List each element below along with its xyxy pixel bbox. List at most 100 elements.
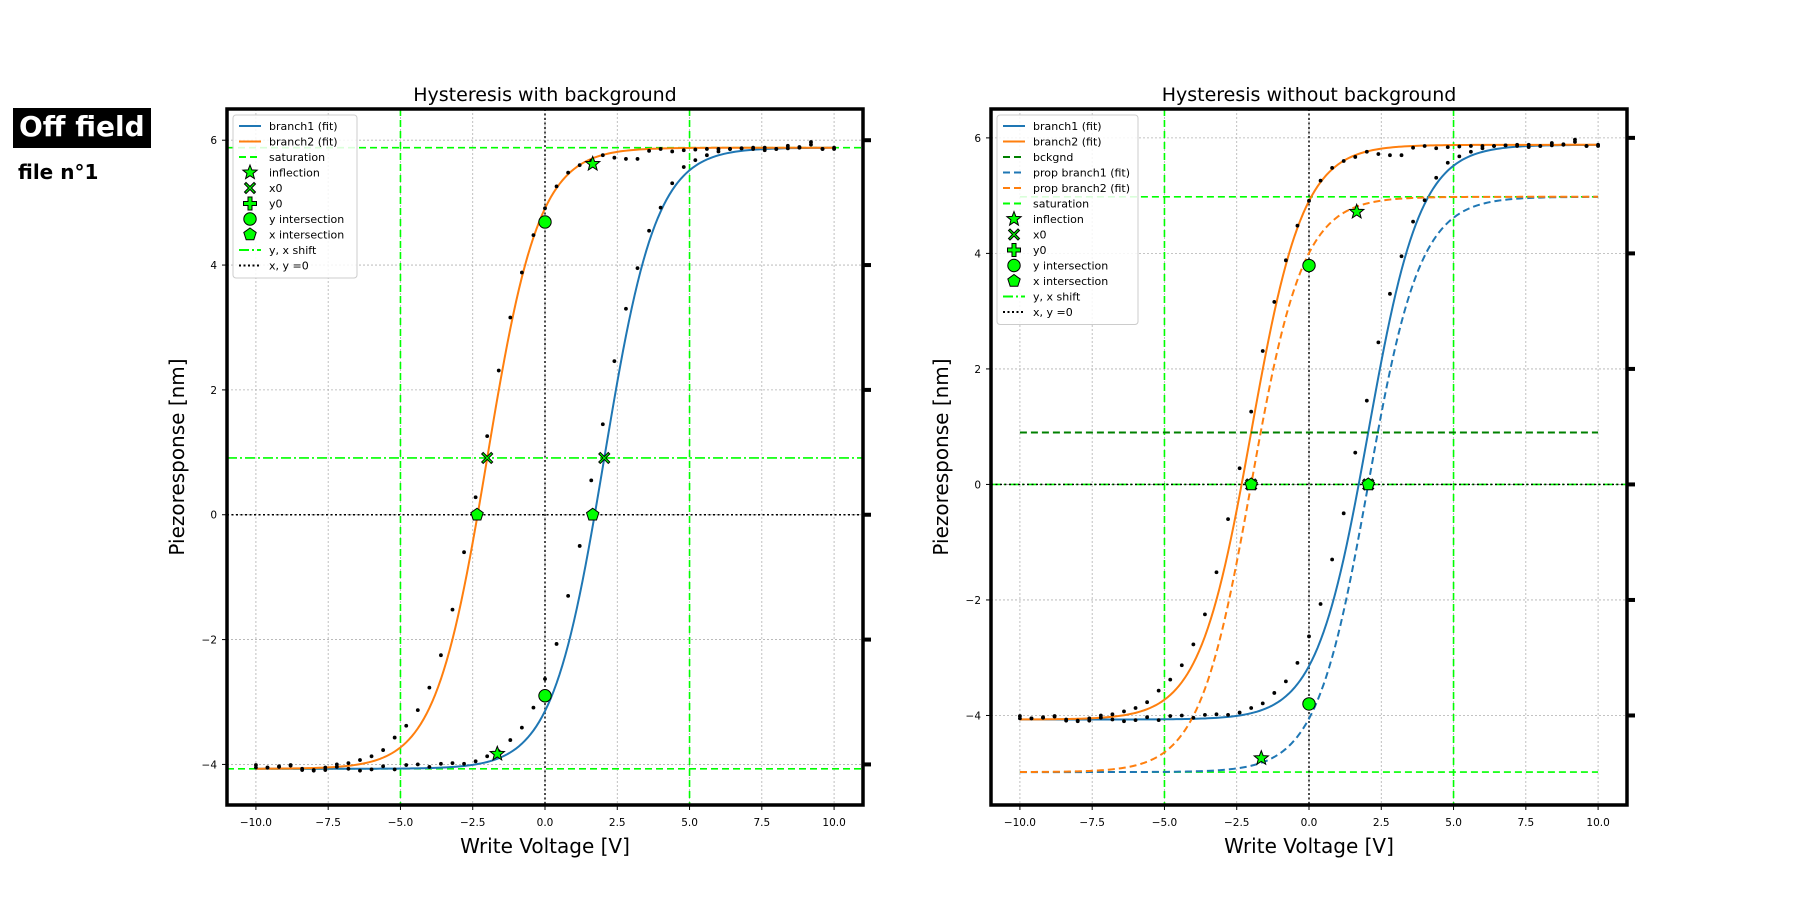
legend-label: x intersection xyxy=(1033,275,1108,288)
data-point xyxy=(647,228,651,233)
data-point xyxy=(1480,144,1485,148)
data-point xyxy=(531,705,536,710)
legend-label: y intersection xyxy=(269,213,344,226)
inflection-marker xyxy=(488,744,506,762)
y-intersection-marker xyxy=(1302,697,1316,711)
data-point xyxy=(485,434,490,438)
data-point xyxy=(1295,223,1300,228)
data-point xyxy=(1411,145,1415,150)
data-point xyxy=(1098,713,1103,718)
data-point xyxy=(427,765,432,769)
legend-label: saturation xyxy=(1033,198,1089,211)
legend-label: x, y =0 xyxy=(1033,306,1073,319)
x-tick-label: 0.0 xyxy=(1301,817,1318,829)
x-tick-label: −2.5 xyxy=(460,817,486,829)
data-point xyxy=(1133,718,1138,722)
series-branch1-fit- xyxy=(255,146,835,770)
data-point xyxy=(589,478,594,483)
data-point xyxy=(612,155,617,160)
data-point xyxy=(647,148,651,153)
data-point xyxy=(1191,642,1196,647)
data-point xyxy=(1203,712,1207,717)
data-point xyxy=(346,761,351,766)
data-point xyxy=(728,147,732,151)
legend-box xyxy=(232,114,358,279)
data-point xyxy=(1561,142,1566,147)
data-point xyxy=(1341,511,1346,516)
inflection-marker xyxy=(584,155,602,172)
legend: branch1 (fit) branch2 (fit) saturation infl… xyxy=(232,114,358,279)
y-tick-label: 6 xyxy=(210,135,217,147)
data-point xyxy=(751,145,756,150)
data-point xyxy=(1110,712,1115,717)
data-point xyxy=(1295,661,1300,665)
data-point xyxy=(1330,557,1335,562)
y-axis: −4 −2 0 2 4 6 xyxy=(966,133,1635,722)
data-point xyxy=(635,266,640,271)
x-axis-label: Write Voltage [V] xyxy=(460,834,630,858)
inflection-marker xyxy=(1348,202,1366,220)
data-point xyxy=(1052,714,1057,718)
x-tick-label: −10.0 xyxy=(1004,817,1036,829)
data-point xyxy=(1318,602,1323,606)
chart-with-background: Hysteresis with background−10.0 −7.5 −5.0−… xyxy=(165,84,871,858)
data-point xyxy=(1110,717,1115,722)
y-tick-label: 4 xyxy=(974,248,981,260)
x-tick-label: −10.0 xyxy=(240,817,272,829)
x-intersection-marker xyxy=(1361,477,1376,491)
data-point xyxy=(288,763,293,767)
data-point xyxy=(1226,712,1230,717)
y-tick-label: −4 xyxy=(966,710,982,722)
legend-label: prop branch2 (fit) xyxy=(1033,182,1130,195)
data-point xyxy=(1399,153,1404,158)
file-label: file n°1 xyxy=(18,160,99,184)
data-point xyxy=(1364,149,1369,154)
y-intersection-marker xyxy=(1302,258,1316,273)
legend-label: branch2 (fit) xyxy=(269,136,338,149)
data-point xyxy=(462,761,466,766)
data-point xyxy=(323,765,328,770)
series-prop-branch2-fit- xyxy=(1019,195,1599,773)
data-point xyxy=(254,765,258,770)
data-point xyxy=(716,147,721,151)
data-point xyxy=(774,147,779,151)
data-point xyxy=(1226,517,1230,521)
data-point xyxy=(1179,663,1184,668)
data-point xyxy=(311,768,316,772)
legend-label: branch1 (fit) xyxy=(1033,120,1102,133)
data-point xyxy=(381,764,386,769)
data-point xyxy=(439,653,443,658)
data-point xyxy=(600,422,605,427)
data-point xyxy=(1353,155,1358,159)
data-point xyxy=(681,148,686,153)
x-tick-label: −5.0 xyxy=(1152,817,1178,829)
data-point xyxy=(554,184,559,189)
legend-label: y0 xyxy=(1033,244,1047,257)
data-point xyxy=(1156,718,1161,722)
data-point xyxy=(1168,677,1173,682)
legend-marker xyxy=(243,196,257,211)
series-prop-branch1-fit- xyxy=(1019,195,1599,774)
data-point xyxy=(693,158,698,163)
legend-marker xyxy=(1007,258,1021,273)
data-point xyxy=(1318,178,1323,183)
data-point xyxy=(485,754,490,759)
legend-label: x0 xyxy=(1033,229,1047,242)
legend-label: y, x shift xyxy=(1033,291,1081,304)
y-tick-label: 0 xyxy=(974,479,981,491)
legend-label: x0 xyxy=(269,182,283,195)
data-point xyxy=(1399,254,1404,259)
x-axis: −10.0 −7.5 −5.0 −2.5 0.0 2.5 5.0 7.5 10.0 xyxy=(240,805,846,829)
data-point xyxy=(1145,700,1150,705)
data-point xyxy=(439,761,443,766)
data-point xyxy=(1503,143,1508,148)
x-tick-label: −7.5 xyxy=(1079,817,1105,829)
data-point xyxy=(1018,716,1022,721)
data-point xyxy=(1549,143,1554,148)
data-point xyxy=(1492,144,1496,148)
x-tick-label: −7.5 xyxy=(315,817,341,829)
data-point xyxy=(1596,142,1600,147)
y-axis-label: Piezoresponse [nm] xyxy=(165,358,189,555)
feature-markers xyxy=(1244,202,1376,766)
